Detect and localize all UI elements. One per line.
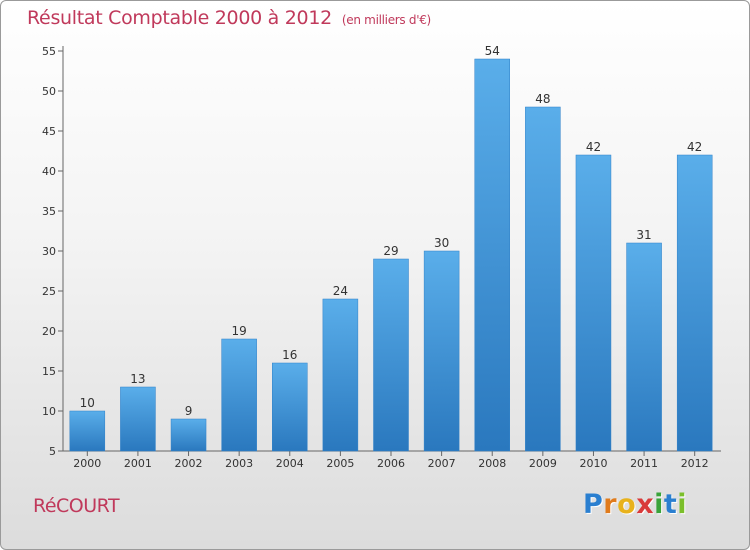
y-tick: 40 — [42, 165, 63, 178]
bar-2011 — [626, 242, 662, 452]
x-tick: 2010 — [579, 451, 607, 470]
x-tick-label: 2010 — [579, 457, 607, 470]
x-tick-label: 2002 — [175, 457, 203, 470]
logo-letter: r — [603, 489, 618, 520]
chart-subtitle: (en milliers d'€) — [341, 13, 431, 27]
y-tick-label: 5 — [49, 445, 56, 458]
x-tick: 2004 — [276, 451, 304, 470]
y-tick-label: 45 — [42, 125, 56, 138]
y-tick: 25 — [42, 285, 63, 298]
x-tick-label: 2001 — [124, 457, 152, 470]
y-tick-label: 40 — [42, 165, 56, 178]
bars: 10 13 9 19 16 24 29 30 54 48 42 31 42 — [69, 44, 713, 452]
bar-value-label: 54 — [485, 44, 500, 58]
bar-value-label: 13 — [130, 372, 145, 386]
bar-value-label: 31 — [636, 228, 651, 242]
y-tick: 10 — [42, 405, 63, 418]
bar-value-label: 24 — [333, 284, 348, 298]
logo-letter: i — [654, 489, 664, 520]
chart-title-block: Résultat Comptable 2000 à 2012 (en millie… — [27, 7, 431, 29]
bar-2007 — [423, 250, 460, 452]
bar-value-label: 10 — [80, 396, 95, 410]
bar-2004 — [272, 362, 308, 452]
bar-2006 — [373, 258, 409, 452]
x-tick-label: 2003 — [225, 457, 253, 470]
logo-letter: o — [617, 489, 637, 520]
x-tick-label: 2007 — [428, 457, 456, 470]
x-tick: 2007 — [428, 451, 456, 470]
x-tick-label: 2009 — [529, 457, 557, 470]
y-tick: 30 — [42, 245, 63, 258]
y-tick-label: 25 — [42, 285, 56, 298]
x-tick: 2005 — [326, 451, 354, 470]
bar-value-label: 9 — [185, 404, 193, 418]
y-tick-label: 20 — [42, 325, 56, 338]
bar-2001 — [120, 386, 156, 452]
y-tick-label: 10 — [42, 405, 56, 418]
y-tick-label: 50 — [42, 85, 56, 98]
y-tick: 5 — [49, 445, 63, 458]
x-tick: 2011 — [630, 451, 658, 470]
y-tick-label: 35 — [42, 205, 56, 218]
x-tick-label: 2008 — [478, 457, 506, 470]
logo-letter: t — [663, 489, 678, 520]
x-tick-label: 2000 — [73, 457, 101, 470]
y-tick: 50 — [42, 85, 63, 98]
y-tick: 20 — [42, 325, 63, 338]
bar-value-label: 29 — [383, 244, 398, 258]
chart-title: Résultat Comptable 2000 à 2012 — [27, 7, 332, 29]
y-tick-label: 30 — [42, 245, 56, 258]
x-tick: 2000 — [73, 451, 101, 470]
x-tick: 2001 — [124, 451, 152, 470]
proxiti-logo: Proxiti — [583, 489, 687, 520]
bar-value-label: 42 — [586, 140, 601, 154]
bar-2002 — [170, 418, 207, 452]
bar-value-label: 42 — [687, 140, 702, 154]
y-tick: 15 — [42, 365, 63, 378]
x-tick-label: 2011 — [630, 457, 658, 470]
bar-value-label: 48 — [535, 92, 550, 106]
bar-2009 — [525, 106, 561, 452]
y-tick-label: 15 — [42, 365, 56, 378]
bar-2005 — [322, 298, 359, 452]
x-tick: 2002 — [175, 451, 203, 470]
commune-name: RéCOURT — [33, 495, 120, 517]
y-tick: 55 — [42, 45, 63, 58]
logo-letter: P — [583, 489, 604, 520]
bar-2012 — [676, 154, 713, 452]
x-tick: 2009 — [529, 451, 557, 470]
x-tick: 2003 — [225, 451, 253, 470]
bar-value-label: 16 — [282, 348, 297, 362]
logo-letter: i — [677, 489, 688, 520]
x-tick-label: 2012 — [681, 457, 709, 470]
bar-value-label: 19 — [232, 324, 247, 338]
x-tick-label: 2004 — [276, 457, 304, 470]
bar-2003 — [221, 338, 257, 452]
y-tick-label: 55 — [42, 45, 56, 58]
bar-value-label: 30 — [434, 236, 449, 250]
x-tick: 2008 — [478, 451, 506, 470]
logo-letter: x — [636, 489, 655, 520]
bar-2008 — [474, 58, 510, 452]
bar-2000 — [69, 410, 106, 452]
y-tick: 45 — [42, 125, 63, 138]
x-tick: 2012 — [681, 451, 709, 470]
bar-2010 — [575, 154, 612, 452]
x-tick-label: 2006 — [377, 457, 405, 470]
x-tick-label: 2005 — [326, 457, 354, 470]
x-tick: 2006 — [377, 451, 405, 470]
y-tick: 35 — [42, 205, 63, 218]
